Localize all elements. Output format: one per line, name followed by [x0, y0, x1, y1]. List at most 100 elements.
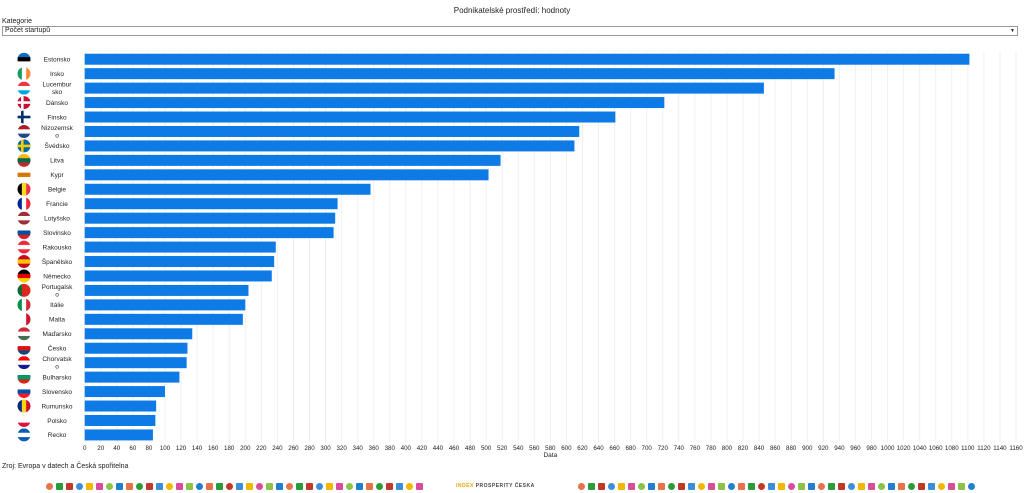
partner-logo — [917, 482, 925, 490]
x-tick-label: 1100 — [961, 445, 975, 452]
bar-Slovinsko[interactable] — [84, 227, 334, 239]
y-tick-label: Litva — [50, 158, 64, 165]
partner-logo — [687, 482, 695, 490]
x-tick-label: 260 — [288, 445, 299, 452]
partner-logo — [406, 482, 413, 490]
x-tick-label: 340 — [353, 445, 364, 452]
partner-logo — [577, 482, 585, 490]
flag-icon-Malta — [17, 312, 31, 326]
bar-Lucembursko[interactable] — [84, 82, 764, 94]
partner-logo — [667, 482, 675, 490]
flag-icon-Polsko — [17, 413, 31, 427]
partner-logo — [947, 482, 955, 490]
bar-Španělsko[interactable] — [84, 256, 275, 268]
bar-Irsko[interactable] — [84, 68, 835, 80]
flag-icon-Německo — [17, 269, 31, 283]
x-tick-label: 520 — [497, 445, 508, 452]
partner-logo — [166, 482, 173, 490]
flag-icon-Finsko — [17, 110, 31, 124]
bar-Rakousko[interactable] — [84, 241, 276, 253]
flag-icon-Lotyšsko — [17, 211, 31, 225]
partner-logo — [266, 482, 273, 490]
bar-Lotyšsko[interactable] — [84, 212, 336, 224]
bar-Malta[interactable] — [84, 313, 243, 325]
flag-icon-Belgie — [17, 182, 31, 196]
x-tick-label: 1120 — [977, 445, 991, 452]
bar-Rumunsko[interactable] — [84, 400, 157, 412]
bar-Finsko[interactable] — [84, 111, 616, 123]
bar-Nizozemsko[interactable] — [84, 125, 580, 137]
bar-Francie[interactable] — [84, 198, 338, 210]
bar-Bulharsko[interactable] — [84, 371, 180, 383]
partner-logo — [346, 482, 353, 490]
partner-logo — [136, 482, 143, 490]
partner-logo — [376, 482, 383, 490]
x-tick-label: 940 — [834, 445, 845, 452]
x-tick-label: 160 — [208, 445, 219, 452]
y-tick-label: Itálie — [50, 302, 64, 309]
x-tick-label: 600 — [561, 445, 572, 452]
bar-Švédsko[interactable] — [84, 140, 575, 152]
bar-Německo[interactable] — [84, 270, 272, 282]
partner-logo — [617, 482, 625, 490]
x-tick-label: 640 — [593, 445, 604, 452]
index-prosperity-logo: INDEX PROSPERITY ČESKA — [456, 483, 535, 489]
partner-logo — [887, 482, 895, 490]
partner-logo — [927, 482, 935, 490]
source-note: Zroj: Evropa v datech a Česká spořitelna — [2, 463, 129, 470]
x-tick-label: 1060 — [929, 445, 943, 452]
x-tick-label: 80 — [145, 445, 152, 452]
logo-text: INDEX — [456, 483, 474, 489]
flag-icon-Nizozemsko — [17, 124, 31, 138]
bar-Česko[interactable] — [84, 342, 188, 354]
bar-Itálie[interactable] — [84, 299, 246, 311]
chevron-down-icon: ▼ — [1010, 28, 1015, 34]
x-tick-label: 540 — [513, 445, 524, 452]
x-tick-label: 960 — [850, 445, 861, 452]
bar-Maďarsko[interactable] — [84, 328, 193, 340]
x-tick-label: 180 — [224, 445, 235, 452]
category-label: Kategorie — [2, 18, 32, 25]
partner-logo — [56, 482, 63, 490]
partner-logo — [767, 482, 775, 490]
bar-Polsko[interactable] — [84, 414, 156, 426]
partner-logo — [216, 482, 223, 490]
category-select[interactable]: Počet startupů ▼ — [2, 26, 1018, 36]
bar-Recko[interactable] — [84, 429, 153, 441]
partner-logo — [817, 482, 825, 490]
x-tick-label: 400 — [401, 445, 412, 452]
partner-logo — [306, 482, 313, 490]
y-tick-label: Lotyšsko — [44, 215, 70, 222]
y-tick-label: Lucembur sko — [43, 82, 73, 97]
x-tick-label: 700 — [642, 445, 653, 452]
bar-Dánsko[interactable] — [84, 97, 665, 109]
x-tick-label: 380 — [385, 445, 396, 452]
y-tick-label: Švédsko — [45, 141, 70, 150]
partner-logo — [196, 482, 203, 490]
logo-text: PROSPERITY ČESKA — [473, 483, 535, 489]
y-tick-label: Chorvatsk o — [42, 356, 72, 371]
x-tick-label: 1040 — [913, 445, 927, 452]
bar-Portugalsko[interactable] — [84, 284, 249, 296]
x-tick-label: 440 — [433, 445, 444, 452]
bar-Slovensko[interactable] — [84, 386, 165, 398]
flag-icon-Estonsko — [17, 52, 31, 66]
partner-logo — [797, 482, 805, 490]
x-tick-label: 980 — [866, 445, 877, 452]
partner-logo — [226, 482, 233, 490]
x-tick-label: 560 — [529, 445, 540, 452]
partner-logo — [827, 482, 835, 490]
bar-Chorvatsko[interactable] — [84, 357, 187, 369]
flag-icon-Slovinsko — [17, 226, 31, 240]
bar-Litva[interactable] — [84, 154, 501, 166]
x-tick-label: 480 — [465, 445, 476, 452]
x-tick-label: 360 — [369, 445, 380, 452]
flag-icon-Irsko — [17, 67, 31, 81]
bar-Estonsko[interactable] — [84, 53, 970, 65]
partner-logo — [697, 482, 705, 490]
x-tick-label: 320 — [336, 445, 347, 452]
bar-Belgie[interactable] — [84, 183, 371, 195]
partner-logo — [46, 482, 53, 490]
bar-Kypr[interactable] — [84, 169, 489, 181]
x-tick-label: 200 — [240, 445, 251, 452]
